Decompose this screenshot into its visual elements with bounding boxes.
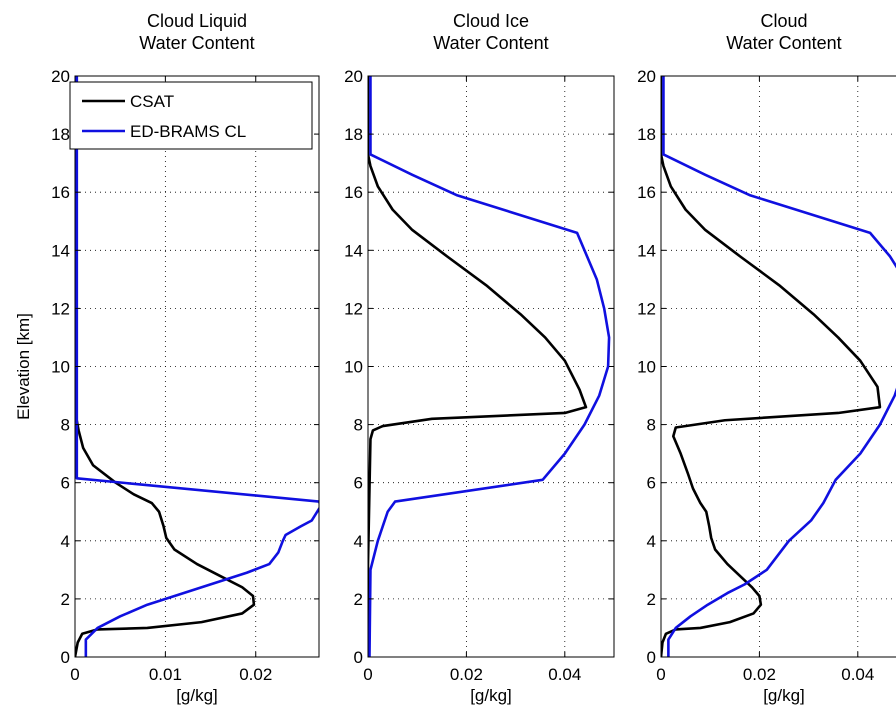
- x-tick-label: 0: [363, 665, 372, 684]
- x-tick-label: 0.04: [841, 665, 874, 684]
- y-tick-label: 20: [637, 67, 656, 86]
- y-tick-label: 20: [51, 67, 70, 86]
- series-line-csat: [368, 76, 588, 657]
- y-tick-label: 18: [344, 125, 363, 144]
- y-tick-label: 14: [344, 241, 363, 260]
- y-tick-label: 4: [647, 532, 656, 551]
- chart-title: Cloud Ice: [453, 11, 529, 31]
- chart-title: Water Content: [726, 33, 841, 53]
- x-tick-label: 0.01: [149, 665, 182, 684]
- panel-1: 0 2 4 6 8 10 12 14 16 18 20 0 0.01 0.02 Cloud LiquidWa…: [14, 11, 320, 705]
- y-tick-label: 10: [637, 358, 656, 377]
- y-tick-label: 8: [647, 416, 656, 435]
- series-group: [661, 76, 896, 657]
- y-tick-label: 14: [637, 241, 656, 260]
- series-line-csat: [661, 76, 882, 657]
- x-tick-label: 0.02: [743, 665, 776, 684]
- x-tick-label: 0.02: [239, 665, 272, 684]
- series-line-ed-brams-cl: [662, 76, 896, 657]
- y-tick-label: 2: [61, 590, 70, 609]
- series-group: [368, 76, 611, 657]
- series-line-ed-brams-cl: [368, 76, 611, 657]
- chart-title: Water Content: [433, 33, 548, 53]
- x-axis-label: [g/kg]: [176, 686, 218, 705]
- y-tick-label: 8: [61, 416, 70, 435]
- y-tick-label: 0: [354, 648, 363, 667]
- y-tick-label: 10: [51, 358, 70, 377]
- x-axis-label: [g/kg]: [470, 686, 512, 705]
- y-tick-label: 18: [51, 125, 70, 144]
- y-tick-label: 0: [647, 648, 656, 667]
- legend-label: ED-BRAMS CL: [130, 122, 246, 141]
- y-tick-label: 0: [61, 648, 70, 667]
- x-tick-label: 0.04: [548, 665, 581, 684]
- x-tick-label: 0: [656, 665, 665, 684]
- y-tick-label: 12: [51, 299, 70, 318]
- y-tick-label: 6: [61, 474, 70, 493]
- plot-area: [75, 76, 319, 657]
- y-tick-label: 4: [354, 532, 363, 551]
- y-tick-label: 14: [51, 241, 70, 260]
- series-line-ed-brams-cl: [75, 76, 319, 657]
- chart-title: Cloud: [760, 11, 807, 31]
- plot-area: [368, 76, 614, 657]
- y-tick-label: 10: [344, 358, 363, 377]
- x-tick-label: 0: [70, 665, 79, 684]
- y-tick-label: 2: [647, 590, 656, 609]
- chart-title: Water Content: [139, 33, 254, 53]
- y-tick-label: 4: [61, 532, 70, 551]
- y-tick-label: 8: [354, 416, 363, 435]
- y-tick-label: 6: [354, 474, 363, 493]
- y-tick-label: 12: [637, 299, 656, 318]
- x-tick-label: 0.02: [450, 665, 483, 684]
- y-tick-label: 6: [647, 474, 656, 493]
- y-tick-label: 12: [344, 299, 363, 318]
- y-tick-label: 16: [51, 183, 70, 202]
- x-axis-label: [g/kg]: [763, 686, 805, 705]
- series-line-csat: [75, 76, 256, 657]
- y-tick-label: 20: [344, 67, 363, 86]
- legend: CSAT ED-BRAMS CL: [69, 81, 313, 150]
- y-tick-label: 16: [637, 183, 656, 202]
- legend-box: [69, 81, 313, 150]
- y-axis-label: Elevation [km]: [14, 313, 33, 420]
- y-tick-label: 2: [354, 590, 363, 609]
- legend-label: CSAT: [130, 92, 174, 111]
- panel-2: 0 2 4 6 8 10 12 14 16 18 20 0 0.02 0.04 Cloud IceWater…: [344, 11, 615, 705]
- chart-title: Cloud Liquid: [147, 11, 247, 31]
- series-group: [75, 76, 319, 657]
- y-tick-label: 18: [637, 125, 656, 144]
- y-tick-label: 16: [344, 183, 363, 202]
